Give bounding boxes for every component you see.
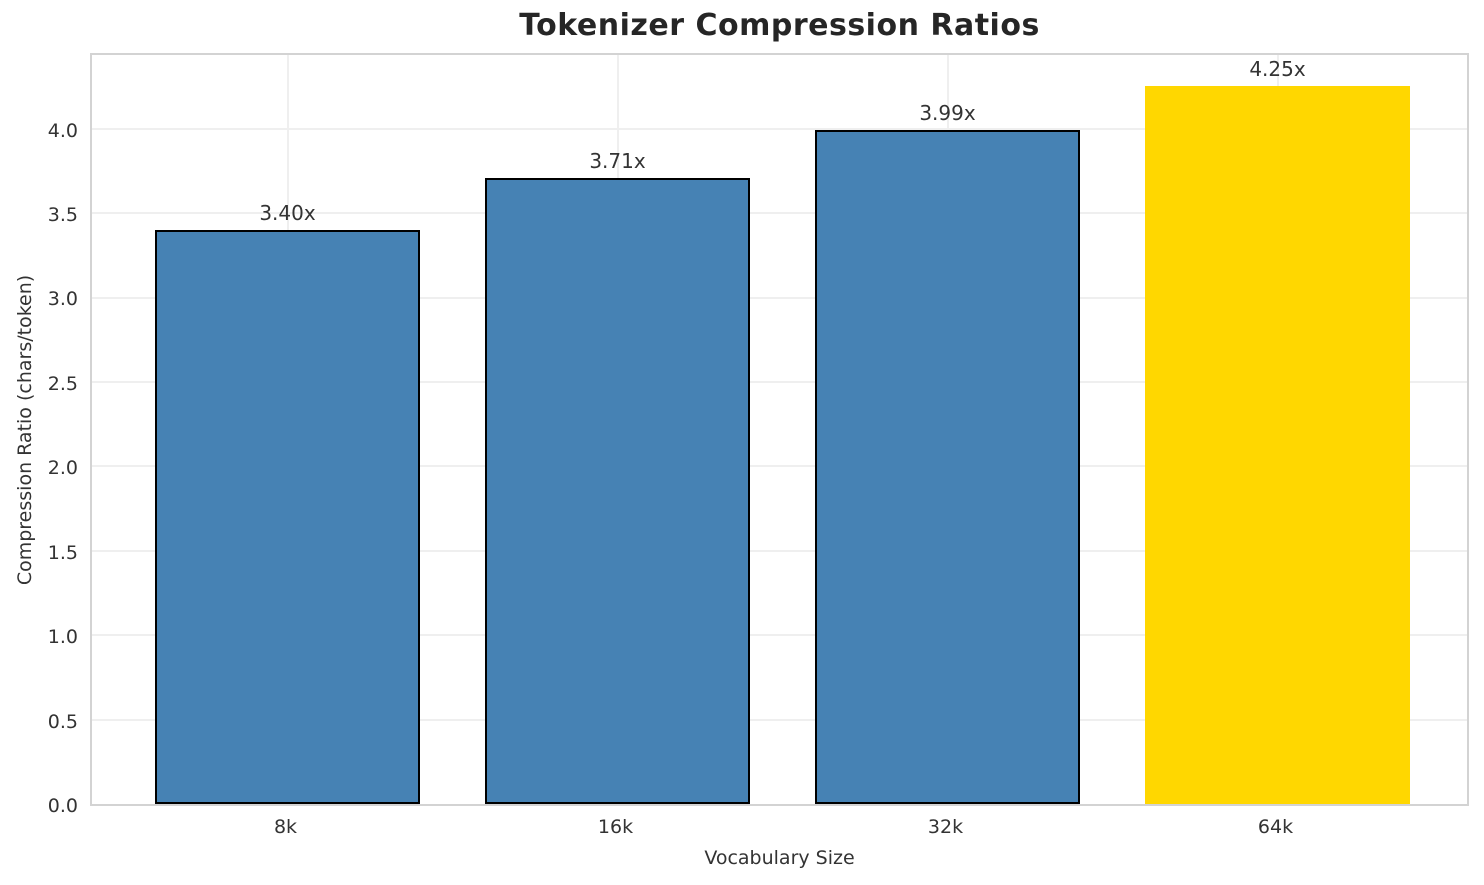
gridline-horizontal <box>92 549 1467 552</box>
gridline-horizontal <box>92 127 1467 130</box>
gridline-horizontal <box>92 718 1467 721</box>
gridline-horizontal <box>92 634 1467 637</box>
x-axis-label: Vocabulary Size <box>704 847 855 869</box>
plot-area: 3.40x 3.71x 3.99x 4.25x <box>90 53 1469 806</box>
bar-value-label: 3.99x <box>919 101 976 126</box>
bar-64k <box>1145 86 1410 804</box>
y-tick-label: 0.0 <box>47 795 78 817</box>
x-tick-label: 8k <box>273 816 298 838</box>
y-axis-label: Compression Ratio (chars/token) <box>14 274 36 586</box>
bar-32k <box>815 130 1080 804</box>
bar-value-label: 3.40x <box>259 200 316 225</box>
y-tick-label: 3.5 <box>47 204 78 227</box>
y-tick-label: 2.0 <box>47 457 78 480</box>
y-tick-label: 1.0 <box>47 626 78 649</box>
bar-8k <box>155 229 420 804</box>
bar-value-label: 3.71x <box>589 148 646 173</box>
y-tick-label: 0.5 <box>47 710 78 733</box>
bar-value-label: 4.25x <box>1249 57 1306 82</box>
bar-16k <box>485 177 750 804</box>
chart-title: Tokenizer Compression Ratios <box>519 8 1040 43</box>
x-tick-label: 64k <box>1257 816 1294 838</box>
y-tick-label: 4.0 <box>47 119 78 142</box>
y-tick-label: 3.0 <box>47 288 78 311</box>
gridline-horizontal <box>92 212 1467 215</box>
gridline-horizontal <box>92 380 1467 383</box>
x-tick-label: 16k <box>597 816 634 838</box>
x-tick-label: 32k <box>927 816 964 838</box>
y-tick-label: 2.5 <box>47 372 78 395</box>
gridline-horizontal <box>92 296 1467 299</box>
gridline-horizontal <box>92 465 1467 468</box>
y-tick-label: 1.5 <box>47 541 78 564</box>
